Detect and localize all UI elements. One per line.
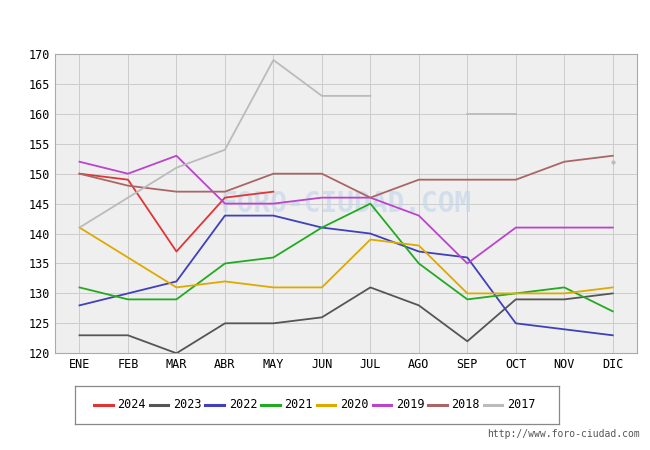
Text: http://www.foro-ciudad.com: http://www.foro-ciudad.com	[488, 429, 640, 439]
Text: 2024: 2024	[118, 398, 146, 411]
Text: 2019: 2019	[396, 398, 424, 411]
Text: Afiliados en Yebra a 31/5/2024: Afiliados en Yebra a 31/5/2024	[168, 16, 482, 34]
Text: 2021: 2021	[285, 398, 313, 411]
Text: 2018: 2018	[452, 398, 480, 411]
Text: FORO-CIUDAD.COM: FORO-CIUDAD.COM	[220, 189, 472, 218]
Text: 2022: 2022	[229, 398, 257, 411]
Text: 2020: 2020	[340, 398, 369, 411]
Text: 2017: 2017	[507, 398, 536, 411]
Text: 2023: 2023	[173, 398, 202, 411]
